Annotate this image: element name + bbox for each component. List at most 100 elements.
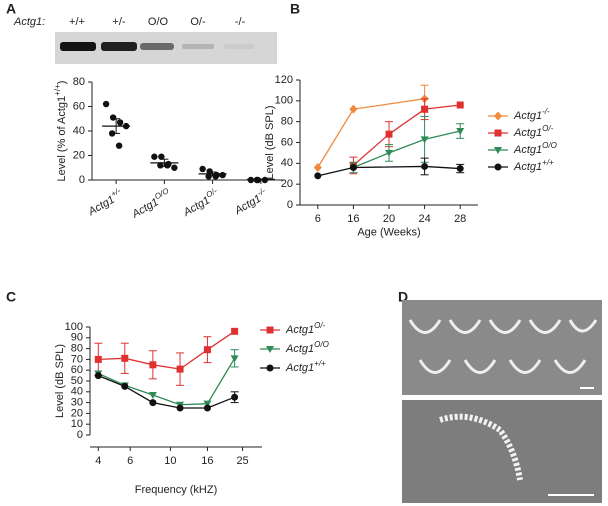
y-tick-label: 120 xyxy=(275,74,293,86)
y-tick-label: 60 xyxy=(71,364,83,376)
y-tick-label: 40 xyxy=(71,386,83,398)
marker xyxy=(94,355,102,363)
y-tick-label: 0 xyxy=(287,199,293,211)
data-point xyxy=(212,173,219,180)
y-tick-label: 60 xyxy=(281,136,293,148)
x-tick-label: Actg1O/- xyxy=(179,186,222,220)
x-tick-label: 6 xyxy=(315,213,321,225)
blot-label: Actg1: xyxy=(13,16,45,28)
data-point xyxy=(219,171,226,179)
data-point xyxy=(115,142,123,149)
series-line xyxy=(317,98,425,168)
y-tick-label: 0 xyxy=(77,429,83,441)
marker xyxy=(385,149,393,157)
y-tick-label: 100 xyxy=(275,95,293,107)
y-tick-label: 30 xyxy=(71,397,83,409)
x-tick-label: 6 xyxy=(127,455,133,467)
series-line xyxy=(352,104,461,166)
x-tick-label: Actg1-/- xyxy=(230,186,270,218)
data-point xyxy=(116,119,124,126)
y-axis-label: Level (dB SPL) xyxy=(264,106,276,180)
x-tick-label: Actg1O/O xyxy=(128,186,174,221)
y-tick-label: 20 xyxy=(73,149,85,161)
x-tick-label: 16 xyxy=(347,213,359,225)
marker xyxy=(421,105,429,113)
marker xyxy=(494,147,502,154)
marker xyxy=(203,400,212,408)
marker xyxy=(94,372,102,380)
legend-label: Actg1-/- xyxy=(513,107,550,122)
marker xyxy=(121,382,129,390)
legend-label: Actg1O/O xyxy=(513,141,557,156)
x-tick-label: 10 xyxy=(164,455,176,467)
series-line xyxy=(353,130,461,169)
marker xyxy=(456,165,464,173)
y-tick-label: 60 xyxy=(73,100,85,112)
marker xyxy=(385,130,393,138)
panel-letter: B xyxy=(290,1,300,17)
y-tick-label: 20 xyxy=(281,178,293,190)
y-tick-label: 20 xyxy=(71,407,83,419)
marker xyxy=(203,346,211,354)
x-tick-label: 16 xyxy=(201,455,213,467)
series-line xyxy=(98,357,236,406)
marker xyxy=(148,392,157,400)
marker xyxy=(349,104,358,114)
marker xyxy=(313,163,322,172)
marker xyxy=(494,111,502,121)
y-tick-label: 50 xyxy=(71,375,83,387)
y-tick-label: 90 xyxy=(71,332,83,344)
marker xyxy=(149,399,157,407)
lane-label: -/- xyxy=(235,16,246,28)
legend-label: Actg1+/+ xyxy=(513,158,554,173)
y-tick-label: 80 xyxy=(73,76,85,88)
y-tick-label: 70 xyxy=(71,353,83,365)
x-tick-label: 4 xyxy=(95,455,101,467)
lane-label: +/+ xyxy=(69,16,85,28)
data-point xyxy=(247,176,255,184)
data-point xyxy=(158,153,165,160)
y-tick-label: 40 xyxy=(281,157,293,169)
x-tick-label: 20 xyxy=(383,213,395,225)
panel-letter: A xyxy=(6,1,16,17)
marker xyxy=(456,101,464,109)
blot xyxy=(55,32,277,64)
y-tick-label: 10 xyxy=(71,418,83,430)
marker xyxy=(456,128,465,136)
marker xyxy=(266,364,274,372)
marker xyxy=(314,172,322,180)
series-line xyxy=(98,374,235,409)
lane-label: O/- xyxy=(190,16,206,28)
y-tick-label: 100 xyxy=(65,321,83,333)
y-tick-label: 80 xyxy=(71,343,83,355)
marker xyxy=(494,163,502,171)
y-axis-label: Level (dB SPL) xyxy=(54,344,66,418)
panel-letter: D xyxy=(398,289,408,305)
lane-label: +/- xyxy=(112,16,125,28)
error-bar xyxy=(160,158,169,168)
series-line xyxy=(317,165,461,177)
marker xyxy=(266,326,274,334)
marker xyxy=(230,355,239,363)
y-axis-label: Level (% of Actg1+/+) xyxy=(53,81,68,182)
marker xyxy=(421,162,429,170)
x-tick-label: 25 xyxy=(236,455,248,467)
data-point xyxy=(206,168,213,175)
marker xyxy=(231,393,239,401)
y-tick-label: 40 xyxy=(73,125,85,137)
error-bar xyxy=(256,178,265,181)
data-point xyxy=(171,164,178,171)
y-tick-label: 0 xyxy=(79,174,85,186)
x-tick-label: Actg1+/- xyxy=(84,186,125,219)
marker xyxy=(121,354,129,362)
marker xyxy=(203,404,211,412)
legend-label: Actg1+/+ xyxy=(285,359,326,374)
data-point xyxy=(205,173,212,180)
marker xyxy=(494,129,502,137)
x-axis-label: Age (Weeks) xyxy=(357,226,420,238)
data-point xyxy=(151,153,158,160)
x-tick-label: 24 xyxy=(418,213,430,225)
x-tick-label: 28 xyxy=(454,213,466,225)
marker xyxy=(149,361,157,369)
